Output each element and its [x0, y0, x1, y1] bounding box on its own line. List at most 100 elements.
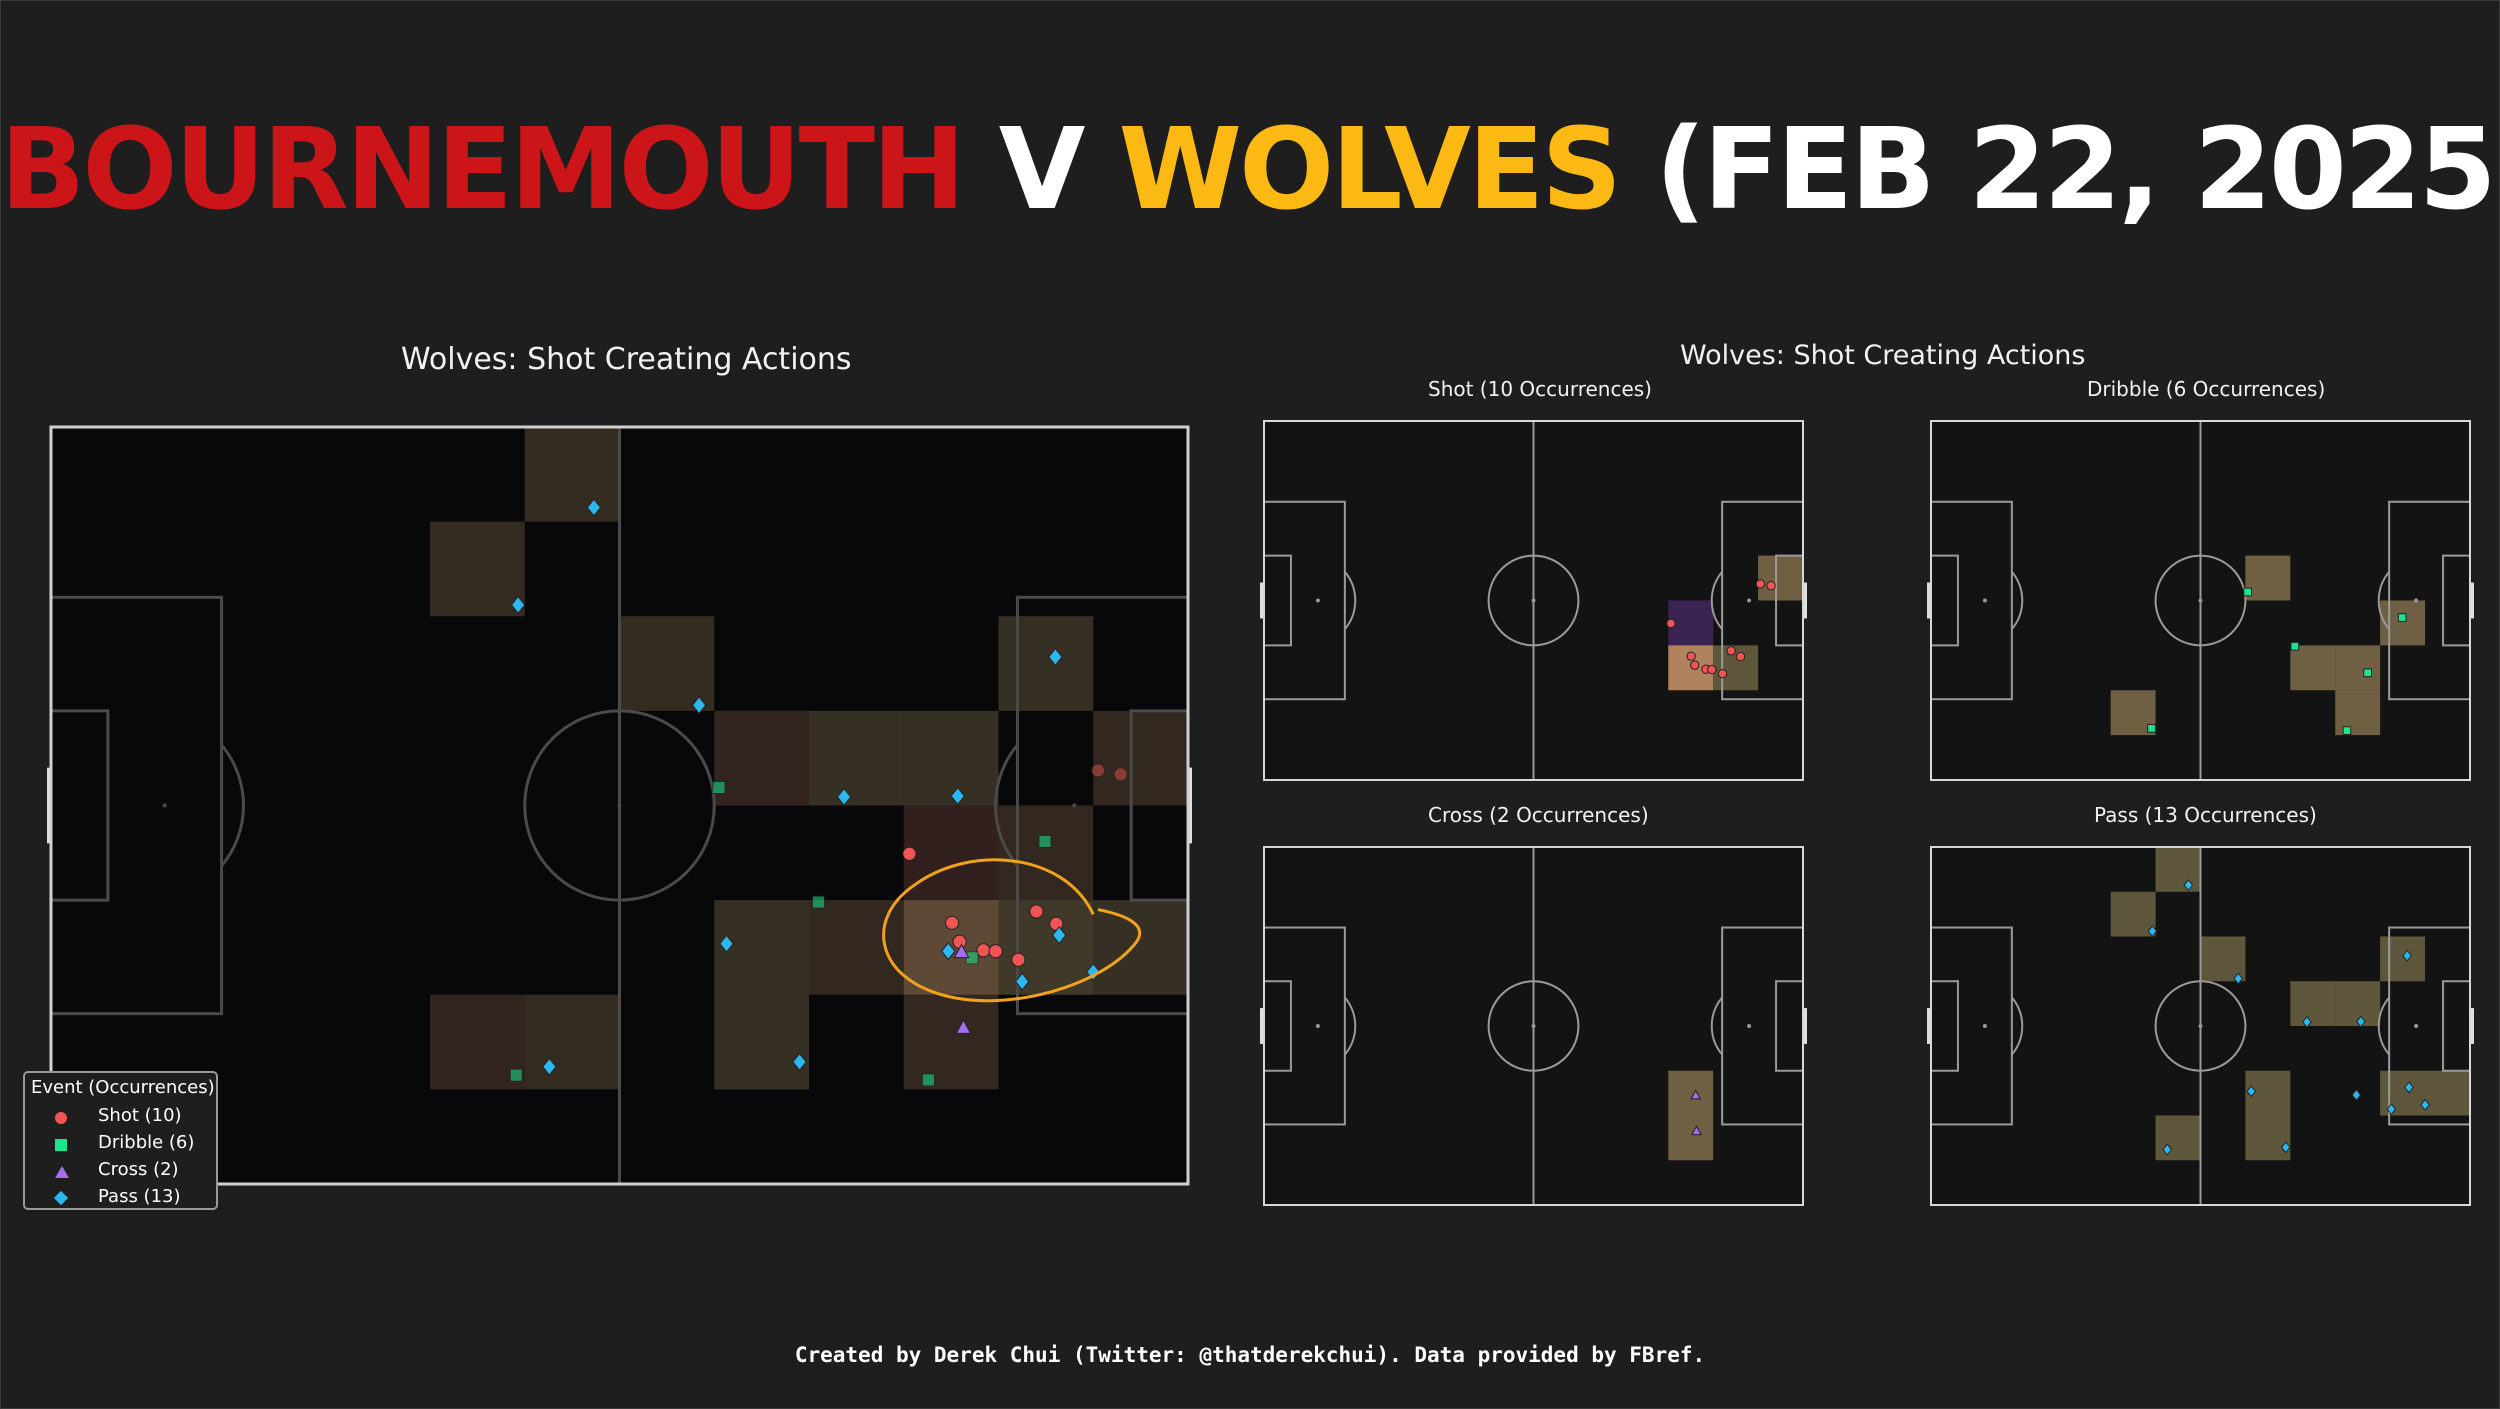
- shot-marker-icon: [55, 1112, 67, 1124]
- heatmap-cell: [2335, 690, 2381, 736]
- dribble-marker-icon: [55, 1139, 67, 1151]
- centre-circle: [1487, 554, 1580, 647]
- pitch-border: [1263, 420, 1804, 781]
- shot-marker: [952, 934, 967, 949]
- small-multiples-title: Wolves: Shot Creating Actions: [1680, 340, 2086, 371]
- heatmap-cell: [2155, 1115, 2201, 1161]
- pass-marker: [2233, 972, 2244, 985]
- heatmap-cell: [2380, 936, 2426, 982]
- heatmap-cell: [2335, 981, 2381, 1026]
- annotation-ellipse: [882, 858, 1142, 1003]
- dribble-marker: [2363, 668, 2372, 678]
- right-penalty-arc: [2377, 571, 2390, 630]
- left-penalty-arc: [1344, 571, 1357, 630]
- pass-marker: [2183, 878, 2194, 892]
- pass-marker: [2281, 1141, 2291, 1154]
- centre-spot: [1531, 1024, 1536, 1028]
- shot-panel-title: Shot (10 Occurrences): [1428, 377, 1652, 401]
- dribble-marker: [2243, 587, 2253, 597]
- pass-marker: [1014, 972, 1030, 991]
- home-team: BOURNEMOUTH: [0, 105, 966, 235]
- pass-marker: [719, 934, 734, 953]
- left-penalty-arc: [2011, 996, 2024, 1056]
- left-penalty-spot: [162, 803, 167, 808]
- shot-marker: [1735, 651, 1746, 662]
- heatmap-cell: [619, 616, 715, 711]
- pitch-panel-1: [1260, 420, 1807, 781]
- heatmap-cell: [2290, 645, 2336, 691]
- pitch-border: [1263, 846, 1804, 1206]
- dribble-marker: [2342, 726, 2352, 735]
- cross-panel-title: Cross (2 Occurrences): [1428, 803, 1649, 827]
- shot-marker: [988, 944, 1003, 959]
- left-penalty-spot: [1315, 598, 1320, 603]
- shot-marker: [1707, 664, 1717, 675]
- versus: V: [998, 105, 1086, 235]
- pitch-panel-0: [47, 425, 1192, 1186]
- heatmap-cell: [903, 994, 999, 1090]
- legend-item-shot: Shot (10): [25, 1103, 215, 1129]
- heatmap-cell: [1093, 710, 1188, 806]
- legend-item-pass: Pass (13): [25, 1184, 215, 1210]
- shot-marker: [1755, 579, 1766, 589]
- heatmap-cell: [1668, 600, 1714, 646]
- heatmap-cell: [2110, 891, 2156, 937]
- pitch-border: [1930, 420, 2471, 781]
- pass-marker: [2246, 1085, 2257, 1098]
- right-penalty-arc: [994, 743, 1019, 868]
- left-penalty-spot: [1982, 598, 1987, 603]
- pass-marker: [691, 696, 707, 715]
- pass-marker-icon: [53, 1190, 69, 1206]
- dribble-marker: [2290, 641, 2300, 651]
- heatmap-cell: [2245, 555, 2291, 601]
- centre-spot: [2198, 598, 2203, 603]
- heatmap-cell: [998, 616, 1094, 711]
- heatmap-cell: [1713, 645, 1759, 691]
- pitch-panel-3: [1260, 846, 1807, 1206]
- heatmap-cell: [998, 900, 1094, 995]
- pass-marker: [941, 942, 956, 961]
- cross-marker: [955, 1019, 972, 1034]
- footer-credit: Created by Derek Chui (Twitter: @thatder…: [794, 1343, 1706, 1367]
- shot-marker: [1113, 767, 1128, 782]
- pass-marker: [2302, 1015, 2312, 1029]
- heatmap-cell: [2155, 847, 2201, 892]
- heatmap-cell: [714, 710, 809, 806]
- pitch-panel-2: [1927, 420, 2474, 781]
- cross-marker-icon: [55, 1166, 69, 1178]
- heatmap-cell: [2425, 1070, 2470, 1116]
- heatmap-cell: [1093, 900, 1188, 995]
- heatmap-cell: [1668, 1115, 1714, 1161]
- pass-marker: [2420, 1098, 2430, 1111]
- right-penalty-arc: [1710, 571, 1723, 630]
- heatmap-cell: [903, 805, 999, 901]
- match-title: BOURNEMOUTH V WOLVES (FEB 22, 2025): [0, 105, 2500, 235]
- away-team: WOLVES: [1118, 105, 1622, 235]
- pass-marker: [2162, 1143, 2173, 1156]
- pass-marker: [792, 1052, 807, 1071]
- main-chart-title: Wolves: Shot Creating Actions: [401, 342, 852, 377]
- shot-marker: [1011, 952, 1026, 967]
- left-penalty-spot: [1315, 1024, 1320, 1028]
- shot-marker: [1766, 580, 1776, 591]
- legend-label-dribble: Dribble (6): [98, 1132, 195, 1153]
- heatmap-cell: [2380, 1070, 2426, 1116]
- legend-title: Event (Occurrences): [31, 1077, 215, 1098]
- shot-marker: [1029, 904, 1044, 919]
- right-penalty-spot: [2414, 1024, 2419, 1028]
- pass-marker: [2386, 1103, 2397, 1116]
- dribble-marker: [712, 780, 726, 795]
- shot-marker: [944, 915, 960, 930]
- dribble-marker: [2397, 613, 2407, 622]
- match-date: (FEB 22, 2025): [1654, 105, 2500, 235]
- left-penalty-arc: [2011, 571, 2024, 630]
- centre-circle: [2154, 980, 2247, 1072]
- right-penalty-spot: [1072, 803, 1077, 808]
- pass-marker: [2404, 1081, 2414, 1094]
- pitch-border: [49, 425, 1190, 1186]
- pass-marker: [2351, 1088, 2362, 1101]
- right-penalty-spot: [2414, 598, 2419, 603]
- pitch-panel-4: [1927, 846, 2474, 1206]
- shot-marker: [1666, 618, 1676, 629]
- heatmap-cell: [1668, 1070, 1714, 1116]
